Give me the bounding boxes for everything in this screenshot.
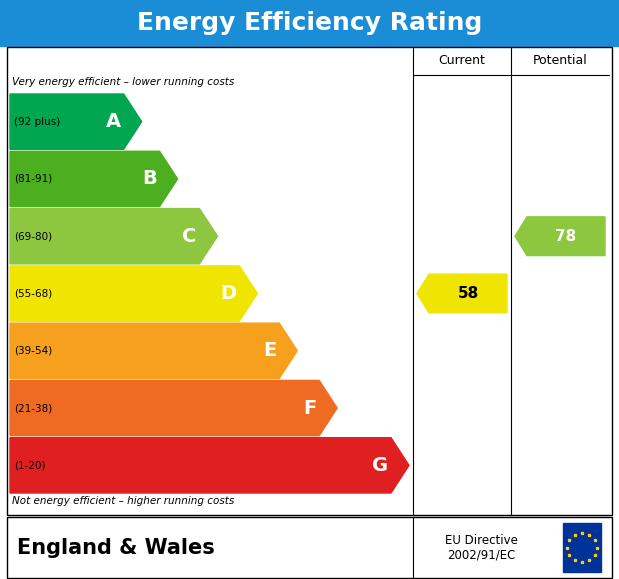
Text: 78: 78 [555,229,577,244]
Text: A: A [106,112,121,131]
Text: England & Wales: England & Wales [17,537,215,558]
Bar [7,47,612,515]
Text: (39-54): (39-54) [14,346,52,356]
Text: B: B [142,170,157,188]
Text: 2002/91/EC: 2002/91/EC [448,548,516,561]
Text: (92 plus): (92 plus) [14,116,60,127]
Polygon shape [10,323,297,379]
Text: EU Directive: EU Directive [445,534,518,547]
Polygon shape [515,217,605,255]
Text: Not energy efficient – higher running costs: Not energy efficient – higher running co… [12,496,234,506]
Text: (81-91): (81-91) [14,174,52,184]
Polygon shape [417,274,507,313]
Text: (55-68): (55-68) [14,288,52,299]
Text: (1-20): (1-20) [14,460,46,470]
Text: Energy Efficiency Rating: Energy Efficiency Rating [137,11,482,35]
Bar [563,523,601,572]
Bar [7,517,612,578]
Text: (69-80): (69-80) [14,231,52,241]
Polygon shape [10,438,409,493]
Text: D: D [220,284,236,303]
Text: Very energy efficient – lower running costs: Very energy efficient – lower running co… [12,77,234,87]
Text: E: E [263,341,276,360]
Text: (21-38): (21-38) [14,403,52,413]
Polygon shape [10,266,258,321]
Text: C: C [182,227,196,245]
Text: 58: 58 [457,286,478,301]
Bar [0,0,619,46]
Text: Potential: Potential [532,54,587,68]
Polygon shape [10,208,217,264]
Text: G: G [372,456,388,475]
Polygon shape [10,151,178,207]
Text: Current: Current [439,54,485,68]
Polygon shape [10,380,337,436]
Polygon shape [10,94,142,149]
Text: F: F [303,398,316,417]
